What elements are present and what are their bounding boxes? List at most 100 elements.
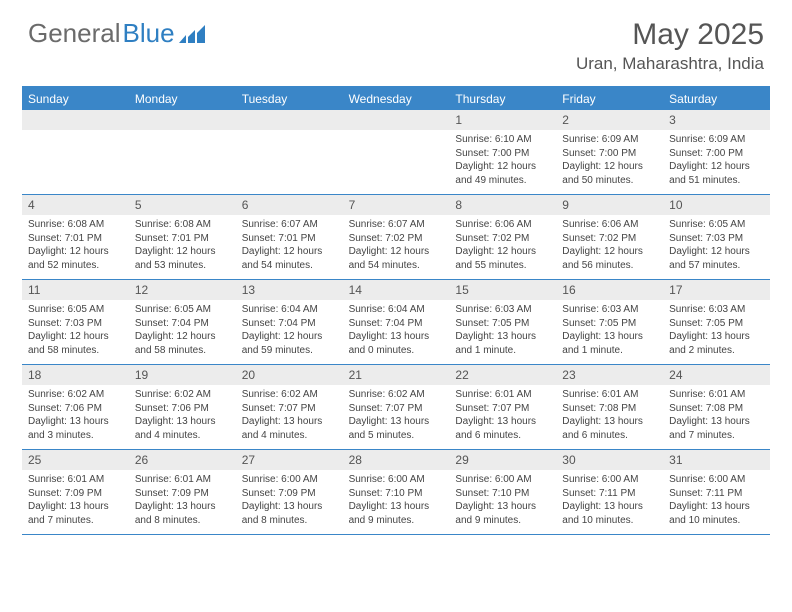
day-number: 7 [343,195,450,215]
day-details: Sunrise: 6:09 AMSunset: 7:00 PMDaylight:… [663,133,770,187]
sunset-text: Sunset: 7:10 PM [349,487,444,501]
day-details: Sunrise: 6:05 AMSunset: 7:04 PMDaylight:… [129,303,236,357]
sunset-text: Sunset: 7:09 PM [242,487,337,501]
sunset-text: Sunset: 7:11 PM [669,487,764,501]
daylight-text: Daylight: 13 hours and 8 minutes. [135,500,230,527]
calendar-cell [129,110,236,194]
calendar-cell: 29Sunrise: 6:00 AMSunset: 7:10 PMDayligh… [449,450,556,534]
sunset-text: Sunset: 7:10 PM [455,487,550,501]
sunrise-text: Sunrise: 6:02 AM [242,388,337,402]
daylight-text: Daylight: 12 hours and 54 minutes. [349,245,444,272]
day-number: 22 [449,365,556,385]
page-header: General Blue May 2025 Uran, Maharashtra,… [0,0,792,78]
day-number: 11 [22,280,129,300]
daylight-text: Daylight: 13 hours and 3 minutes. [28,415,123,442]
day-number: 15 [449,280,556,300]
sunset-text: Sunset: 7:00 PM [562,147,657,161]
sunrise-text: Sunrise: 6:02 AM [349,388,444,402]
day-details: Sunrise: 6:00 AMSunset: 7:10 PMDaylight:… [449,473,556,527]
sunrise-text: Sunrise: 6:04 AM [349,303,444,317]
daylight-text: Daylight: 13 hours and 4 minutes. [135,415,230,442]
calendar-cell: 21Sunrise: 6:02 AMSunset: 7:07 PMDayligh… [343,365,450,449]
day-details: Sunrise: 6:00 AMSunset: 7:11 PMDaylight:… [556,473,663,527]
daylight-text: Daylight: 13 hours and 10 minutes. [669,500,764,527]
sunset-text: Sunset: 7:08 PM [669,402,764,416]
calendar-cell: 14Sunrise: 6:04 AMSunset: 7:04 PMDayligh… [343,280,450,364]
calendar-cell: 1 Sunrise: 6:10 AMSunset: 7:00 PMDaylight… [449,110,556,194]
sunrise-text: Sunrise: 6:00 AM [669,473,764,487]
calendar-week: 4Sunrise: 6:08 AMSunset: 7:01 PMDaylight… [22,195,770,280]
day-number: 16 [556,280,663,300]
daylight-text: Daylight: 13 hours and 1 minute. [455,330,550,357]
calendar-cell: 9Sunrise: 6:06 AMSunset: 7:02 PMDaylight… [556,195,663,279]
daylight-text: Daylight: 13 hours and 4 minutes. [242,415,337,442]
day-details: Sunrise: 6:07 AMSunset: 7:02 PMDaylight:… [343,218,450,272]
calendar-cell: 5Sunrise: 6:08 AMSunset: 7:01 PMDaylight… [129,195,236,279]
day-details: Sunrise: 6:05 AMSunset: 7:03 PMDaylight:… [663,218,770,272]
day-header-cell: Wednesday [343,88,450,110]
day-number: 3 [663,110,770,130]
day-number: 8 [449,195,556,215]
day-details: Sunrise: 6:05 AMSunset: 7:03 PMDaylight:… [22,303,129,357]
sunset-text: Sunset: 7:11 PM [562,487,657,501]
daylight-text: Daylight: 13 hours and 5 minutes. [349,415,444,442]
calendar: SundayMondayTuesdayWednesdayThursdayFrid… [22,86,770,535]
day-header-cell: Monday [129,88,236,110]
calendar-cell: 10Sunrise: 6:05 AMSunset: 7:03 PMDayligh… [663,195,770,279]
day-number: 21 [343,365,450,385]
calendar-cell: 27Sunrise: 6:00 AMSunset: 7:09 PMDayligh… [236,450,343,534]
logo-chart-icon [179,25,205,43]
day-details: Sunrise: 6:01 AMSunset: 7:08 PMDaylight:… [663,388,770,442]
calendar-cell: 15 Sunrise: 6:03 AMSunset: 7:05 PMDayligh… [449,280,556,364]
daylight-text: Daylight: 13 hours and 1 minute. [562,330,657,357]
sunset-text: Sunset: 7:09 PM [28,487,123,501]
calendar-cell: 17Sunrise: 6:03 AMSunset: 7:05 PMDayligh… [663,280,770,364]
daylight-text: Daylight: 12 hours and 49 minutes. [455,160,550,187]
sunrise-text: Sunrise: 6:03 AM [562,303,657,317]
sunset-text: Sunset: 7:00 PM [669,147,764,161]
calendar-cell: 19Sunrise: 6:02 AMSunset: 7:06 PMDayligh… [129,365,236,449]
day-number: 1 [449,110,556,130]
sunrise-text: Sunrise: 6:05 AM [669,218,764,232]
sunrise-text: Sunrise: 6:09 AM [669,133,764,147]
day-header-cell: Friday [556,88,663,110]
sunset-text: Sunset: 7:07 PM [242,402,337,416]
day-number [343,110,450,130]
sunrise-text: Sunrise: 6:01 AM [669,388,764,402]
sunset-text: Sunset: 7:01 PM [28,232,123,246]
day-details: Sunrise: 6:02 AMSunset: 7:07 PMDaylight:… [236,388,343,442]
calendar-week: 25Sunrise: 6:01 AMSunset: 7:09 PMDayligh… [22,450,770,535]
sunset-text: Sunset: 7:03 PM [28,317,123,331]
day-number: 12 [129,280,236,300]
calendar-cell: 11 Sunrise: 6:05 AMSunset: 7:03 PMDayligh… [22,280,129,364]
day-details: Sunrise: 6:00 AMSunset: 7:10 PMDaylight:… [343,473,450,527]
day-details: Sunrise: 6:00 AMSunset: 7:11 PMDaylight:… [663,473,770,527]
day-details: Sunrise: 6:06 AMSunset: 7:02 PMDaylight:… [556,218,663,272]
sunrise-text: Sunrise: 6:08 AM [28,218,123,232]
day-number: 31 [663,450,770,470]
day-number: 5 [129,195,236,215]
day-details: Sunrise: 6:04 AMSunset: 7:04 PMDaylight:… [236,303,343,357]
day-details: Sunrise: 6:10 AMSunset: 7:00 PMDaylight:… [449,133,556,187]
day-details: Sunrise: 6:03 AMSunset: 7:05 PMDaylight:… [449,303,556,357]
sunset-text: Sunset: 7:09 PM [135,487,230,501]
sunset-text: Sunset: 7:05 PM [562,317,657,331]
sunset-text: Sunset: 7:01 PM [135,232,230,246]
day-details: Sunrise: 6:01 AMSunset: 7:09 PMDaylight:… [22,473,129,527]
calendar-cell: 6Sunrise: 6:07 AMSunset: 7:01 PMDaylight… [236,195,343,279]
day-details: Sunrise: 6:04 AMSunset: 7:04 PMDaylight:… [343,303,450,357]
sunrise-text: Sunrise: 6:07 AM [349,218,444,232]
sunrise-text: Sunrise: 6:01 AM [562,388,657,402]
day-details: Sunrise: 6:07 AMSunset: 7:01 PMDaylight:… [236,218,343,272]
sunset-text: Sunset: 7:06 PM [28,402,123,416]
calendar-cell: 30Sunrise: 6:00 AMSunset: 7:11 PMDayligh… [556,450,663,534]
day-details: Sunrise: 6:03 AMSunset: 7:05 PMDaylight:… [556,303,663,357]
sunrise-text: Sunrise: 6:08 AM [135,218,230,232]
sunrise-text: Sunrise: 6:10 AM [455,133,550,147]
calendar-cell: 12 Sunrise: 6:05 AMSunset: 7:04 PMDayligh… [129,280,236,364]
day-details: Sunrise: 6:01 AMSunset: 7:07 PMDaylight:… [449,388,556,442]
daylight-text: Daylight: 13 hours and 2 minutes. [669,330,764,357]
day-number: 19 [129,365,236,385]
sunrise-text: Sunrise: 6:02 AM [28,388,123,402]
calendar-cell [22,110,129,194]
